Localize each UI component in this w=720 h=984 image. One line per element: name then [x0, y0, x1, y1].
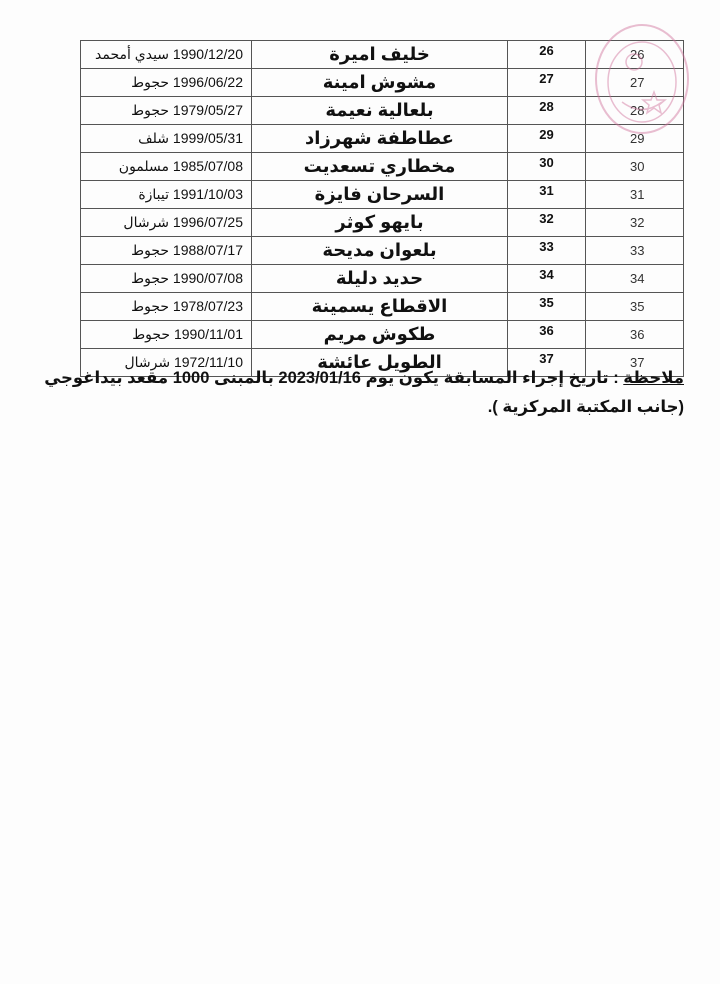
sequence-number: 32 [585, 208, 684, 237]
table-row: مسلمون 1985/07/08 مخطاري تسعديت 30 30 [80, 152, 684, 181]
candidate-name: الطويل عائشة [251, 348, 508, 377]
candidate-number: 33 [507, 236, 586, 265]
birth-place: حجوط [131, 74, 170, 90]
candidate-number: 37 [507, 348, 586, 377]
note-label: ملاحظة [623, 369, 684, 387]
sequence-number: 26 [585, 40, 684, 69]
birth-date: 1972/11/10 [173, 354, 243, 370]
table-row: حجوط 1978/07/23 الاقطاع يسمينة 35 35 [80, 292, 684, 321]
table-row: شرشال 1972/11/10 الطويل عائشة 37 37 [80, 348, 684, 377]
birth-place: مسلمون [118, 158, 170, 174]
candidate-name: عطاطفة شهرزاد [251, 124, 508, 153]
candidate-number: 31 [507, 180, 586, 209]
birth-date: 1979/05/27 [172, 102, 243, 118]
sequence-number: 35 [585, 292, 684, 321]
birth-cell: سيدي أمحمد 1990/12/20 [80, 40, 252, 69]
birth-cell: حجوط 1990/07/08 [80, 264, 252, 293]
birth-cell: حجوط 1996/06/22 [80, 68, 252, 97]
note-paragraph: ملاحظة : تاريخ إجراء المسابقة يكون يوم 2… [24, 364, 684, 422]
birth-date: 1996/06/22 [172, 74, 243, 90]
sequence-number: 29 [585, 124, 684, 153]
sequence-number: 37 [585, 348, 684, 377]
birth-cell: حجوط 1990/11/01 [80, 320, 252, 349]
candidate-number: 35 [507, 292, 586, 321]
birth-date: 1985/07/08 [172, 158, 243, 174]
birth-place: تيبازة [138, 186, 170, 202]
candidate-number: 28 [507, 96, 586, 125]
table-row: شرشال 1996/07/25 بايهو كوثر 32 32 [80, 208, 684, 237]
birth-place: حجوط [131, 242, 170, 258]
birth-cell: حجوط 1988/07/17 [80, 236, 252, 265]
birth-cell: شلف 1999/05/31 [80, 124, 252, 153]
candidate-number: 34 [507, 264, 586, 293]
birth-cell: حجوط 1979/05/27 [80, 96, 252, 125]
birth-date: 1996/07/25 [172, 214, 243, 230]
birth-cell: مسلمون 1985/07/08 [80, 152, 252, 181]
birth-date: 1991/10/03 [172, 186, 243, 202]
birth-place: حجوط [132, 326, 171, 342]
birth-place: سيدي أمحمد [95, 46, 170, 62]
birth-place: حجوط [131, 102, 170, 118]
sequence-number: 31 [585, 180, 684, 209]
sequence-number: 28 [585, 96, 684, 125]
table-row: شلف 1999/05/31 عطاطفة شهرزاد 29 29 [80, 124, 684, 153]
candidate-name: طكوش مريم [251, 320, 508, 349]
candidates-table: سيدي أمحمد 1990/12/20 خليف اميرة 26 26 حج… [80, 40, 684, 377]
table-row: تيبازة 1991/10/03 السرحان فايزة 31 31 [80, 180, 684, 209]
candidate-number: 30 [507, 152, 586, 181]
candidate-name: بلعوان مديحة [251, 236, 508, 265]
candidate-number: 27 [507, 68, 586, 97]
sequence-number: 36 [585, 320, 684, 349]
candidate-name: حديد دليلة [251, 264, 508, 293]
birth-date: 1978/07/23 [172, 298, 243, 314]
birth-cell: تيبازة 1991/10/03 [80, 180, 252, 209]
birth-place: حجوط [131, 270, 170, 286]
candidate-name: خليف اميرة [251, 40, 508, 69]
table-row: حجوط 1996/06/22 مشوش امينة 27 27 [80, 68, 684, 97]
birth-date: 1990/07/08 [172, 270, 243, 286]
birth-place: شرشال [124, 354, 171, 370]
table-row: سيدي أمحمد 1990/12/20 خليف اميرة 26 26 [80, 40, 684, 69]
candidate-name: بايهو كوثر [251, 208, 508, 237]
birth-date: 1988/07/17 [172, 242, 243, 258]
sequence-number: 30 [585, 152, 684, 181]
table-row: حجوط 1990/11/01 طكوش مريم 36 36 [80, 320, 684, 349]
sequence-number: 27 [585, 68, 684, 97]
table-row: حجوط 1990/07/08 حديد دليلة 34 34 [80, 264, 684, 293]
candidate-number: 32 [507, 208, 586, 237]
birth-place: حجوط [131, 298, 170, 314]
candidate-name: الاقطاع يسمينة [251, 292, 508, 321]
table-row: حجوط 1979/05/27 بلعالية نعيمة 28 28 [80, 96, 684, 125]
birth-place: شلف [138, 130, 170, 146]
birth-cell: حجوط 1978/07/23 [80, 292, 252, 321]
sequence-number: 34 [585, 264, 684, 293]
birth-date: 1990/11/01 [173, 326, 243, 342]
candidate-number: 26 [507, 40, 586, 69]
birth-place: شرشال [123, 214, 170, 230]
birth-cell: شرشال 1996/07/25 [80, 208, 252, 237]
candidate-name: السرحان فايزة [251, 180, 508, 209]
candidate-name: بلعالية نعيمة [251, 96, 508, 125]
note-text: : تاريخ إجراء المسابقة يكون يوم 2023/01/… [44, 369, 684, 416]
candidate-number: 36 [507, 320, 586, 349]
birth-date: 1990/12/20 [172, 46, 243, 62]
candidate-name: مشوش امينة [251, 68, 508, 97]
candidate-name: مخطاري تسعديت [251, 152, 508, 181]
birth-cell: شرشال 1972/11/10 [80, 348, 252, 377]
sequence-number: 33 [585, 236, 684, 265]
candidate-number: 29 [507, 124, 586, 153]
table-row: حجوط 1988/07/17 بلعوان مديحة 33 33 [80, 236, 684, 265]
birth-date: 1999/05/31 [172, 130, 243, 146]
